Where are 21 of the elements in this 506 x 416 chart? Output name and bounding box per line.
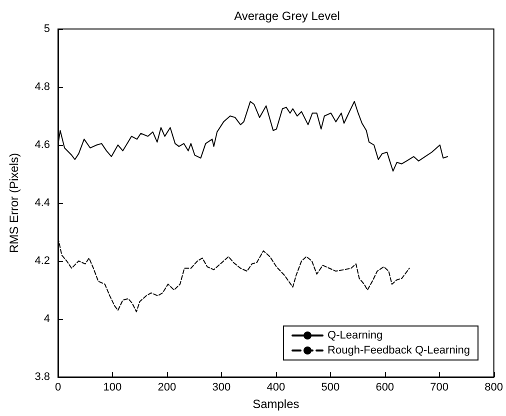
- y-tick-label: 4.2: [34, 255, 50, 267]
- y-tick-label: 4: [44, 313, 50, 325]
- x-tick-label: 500: [321, 382, 340, 394]
- legend-label: Q-Learning: [328, 330, 383, 342]
- chart-title: Average Grey Level: [234, 9, 340, 23]
- x-tick-label: 700: [430, 382, 449, 394]
- y-tick-label: 4.6: [34, 139, 50, 151]
- x-tick-label: 600: [376, 382, 394, 394]
- x-tick-label: 800: [484, 382, 504, 394]
- y-tick-label: 4.4: [34, 197, 50, 209]
- x-tick-label: 100: [103, 382, 122, 394]
- x-tick-label: 300: [212, 382, 231, 394]
- y-tick-label: 5: [44, 23, 50, 35]
- x-tick-label: 200: [158, 382, 176, 394]
- x-tick-label: 0: [54, 382, 62, 394]
- y-axis-title: RMS Error (Pixels): [7, 152, 21, 254]
- legend-label: Rough-Feedback Q-Learning: [328, 344, 470, 356]
- y-tick-label: 4.8: [34, 81, 50, 93]
- y-tick-label: 3.8: [34, 371, 50, 383]
- x-axis-title: Samples: [252, 396, 300, 411]
- x-tick-label: 400: [266, 382, 286, 394]
